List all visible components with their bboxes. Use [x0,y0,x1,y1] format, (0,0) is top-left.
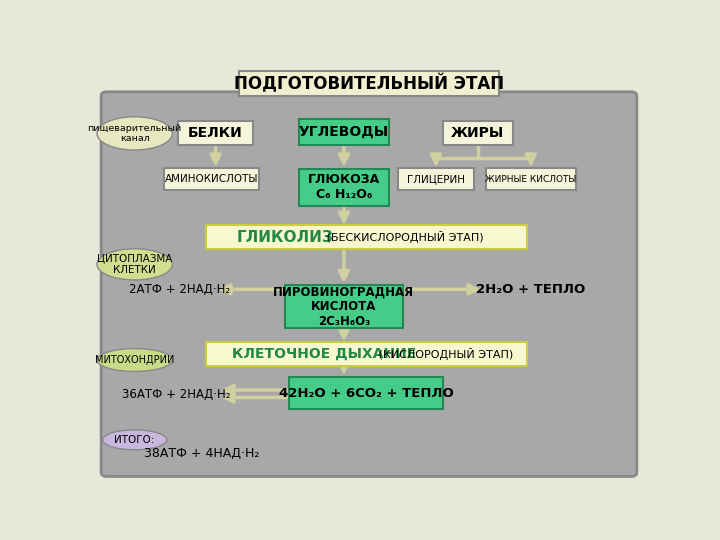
Text: ЖИРЫ: ЖИРЫ [451,126,505,140]
Ellipse shape [97,349,172,372]
FancyBboxPatch shape [289,377,444,409]
Text: 2Н₂О + ТЕПЛО: 2Н₂О + ТЕПЛО [476,283,585,296]
Text: ПИРОВИНОГРАДНАЯ
КИСЛОТА
2С₃Н₆О₃: ПИРОВИНОГРАДНАЯ КИСЛОТА 2С₃Н₆О₃ [274,285,415,328]
FancyBboxPatch shape [299,168,389,206]
Text: 36АТФ + 2НАД·Н₂: 36АТФ + 2НАД·Н₂ [122,388,230,401]
Text: ПОДГОТОВИТЕЛЬНЫЙ ЭТАП: ПОДГОТОВИТЕЛЬНЫЙ ЭТАП [234,74,504,93]
FancyBboxPatch shape [205,342,527,366]
Text: 2АТФ + 2НАД·Н₂: 2АТФ + 2НАД·Н₂ [129,283,230,296]
Text: ГЛЮКОЗА
С₆ Н₁₂О₆: ГЛЮКОЗА С₆ Н₁₂О₆ [307,173,380,201]
FancyBboxPatch shape [443,122,513,145]
Text: КЛЕТОЧНОЕ ДЫХАНИЕ: КЛЕТОЧНОЕ ДЫХАНИЕ [233,347,417,361]
Text: ГЛИКОЛИЗ: ГЛИКОЛИЗ [236,230,333,245]
Text: ЦИТОПЛАЗМА
КЛЕТКИ: ЦИТОПЛАЗМА КЛЕТКИ [97,254,172,275]
Text: ГЛИЦЕРИН: ГЛИЦЕРИН [407,174,465,184]
Text: МИТОХОНДРИИ: МИТОХОНДРИИ [95,355,174,365]
Text: БЕЛКИ: БЕЛКИ [188,126,243,140]
FancyBboxPatch shape [398,168,474,190]
FancyBboxPatch shape [205,225,527,249]
Text: 42Н₂О + 6СО₂ + ТЕПЛО: 42Н₂О + 6СО₂ + ТЕПЛО [279,387,454,400]
Text: ИТОГО:: ИТОГО: [114,435,155,445]
Text: ЖИРНЫЕ КИСЛОТЫ: ЖИРНЫЕ КИСЛОТЫ [485,174,577,184]
Ellipse shape [97,249,172,280]
Text: пищеварительный
канал: пищеварительный канал [88,124,181,143]
Ellipse shape [97,117,172,150]
FancyBboxPatch shape [299,119,389,145]
Text: 38АТФ + 4НАД·Н₂: 38АТФ + 4НАД·Н₂ [144,447,259,460]
Text: АМИНОКИСЛОТЫ: АМИНОКИСЛОТЫ [165,174,258,184]
FancyBboxPatch shape [101,92,637,476]
Ellipse shape [102,430,167,450]
FancyBboxPatch shape [285,285,402,328]
Text: (КИСЛОРОДНЫЙ ЭТАП): (КИСЛОРОДНЫЙ ЭТАП) [374,348,513,360]
Text: (БЕСКИСЛОРОДНЫЙ ЭТАП): (БЕСКИСЛОРОДНЫЙ ЭТАП) [323,231,484,244]
FancyBboxPatch shape [164,168,259,190]
Text: УГЛЕВОДЫ: УГЛЕВОДЫ [299,125,389,139]
FancyBboxPatch shape [178,122,253,145]
FancyBboxPatch shape [239,71,499,97]
FancyBboxPatch shape [486,168,576,190]
